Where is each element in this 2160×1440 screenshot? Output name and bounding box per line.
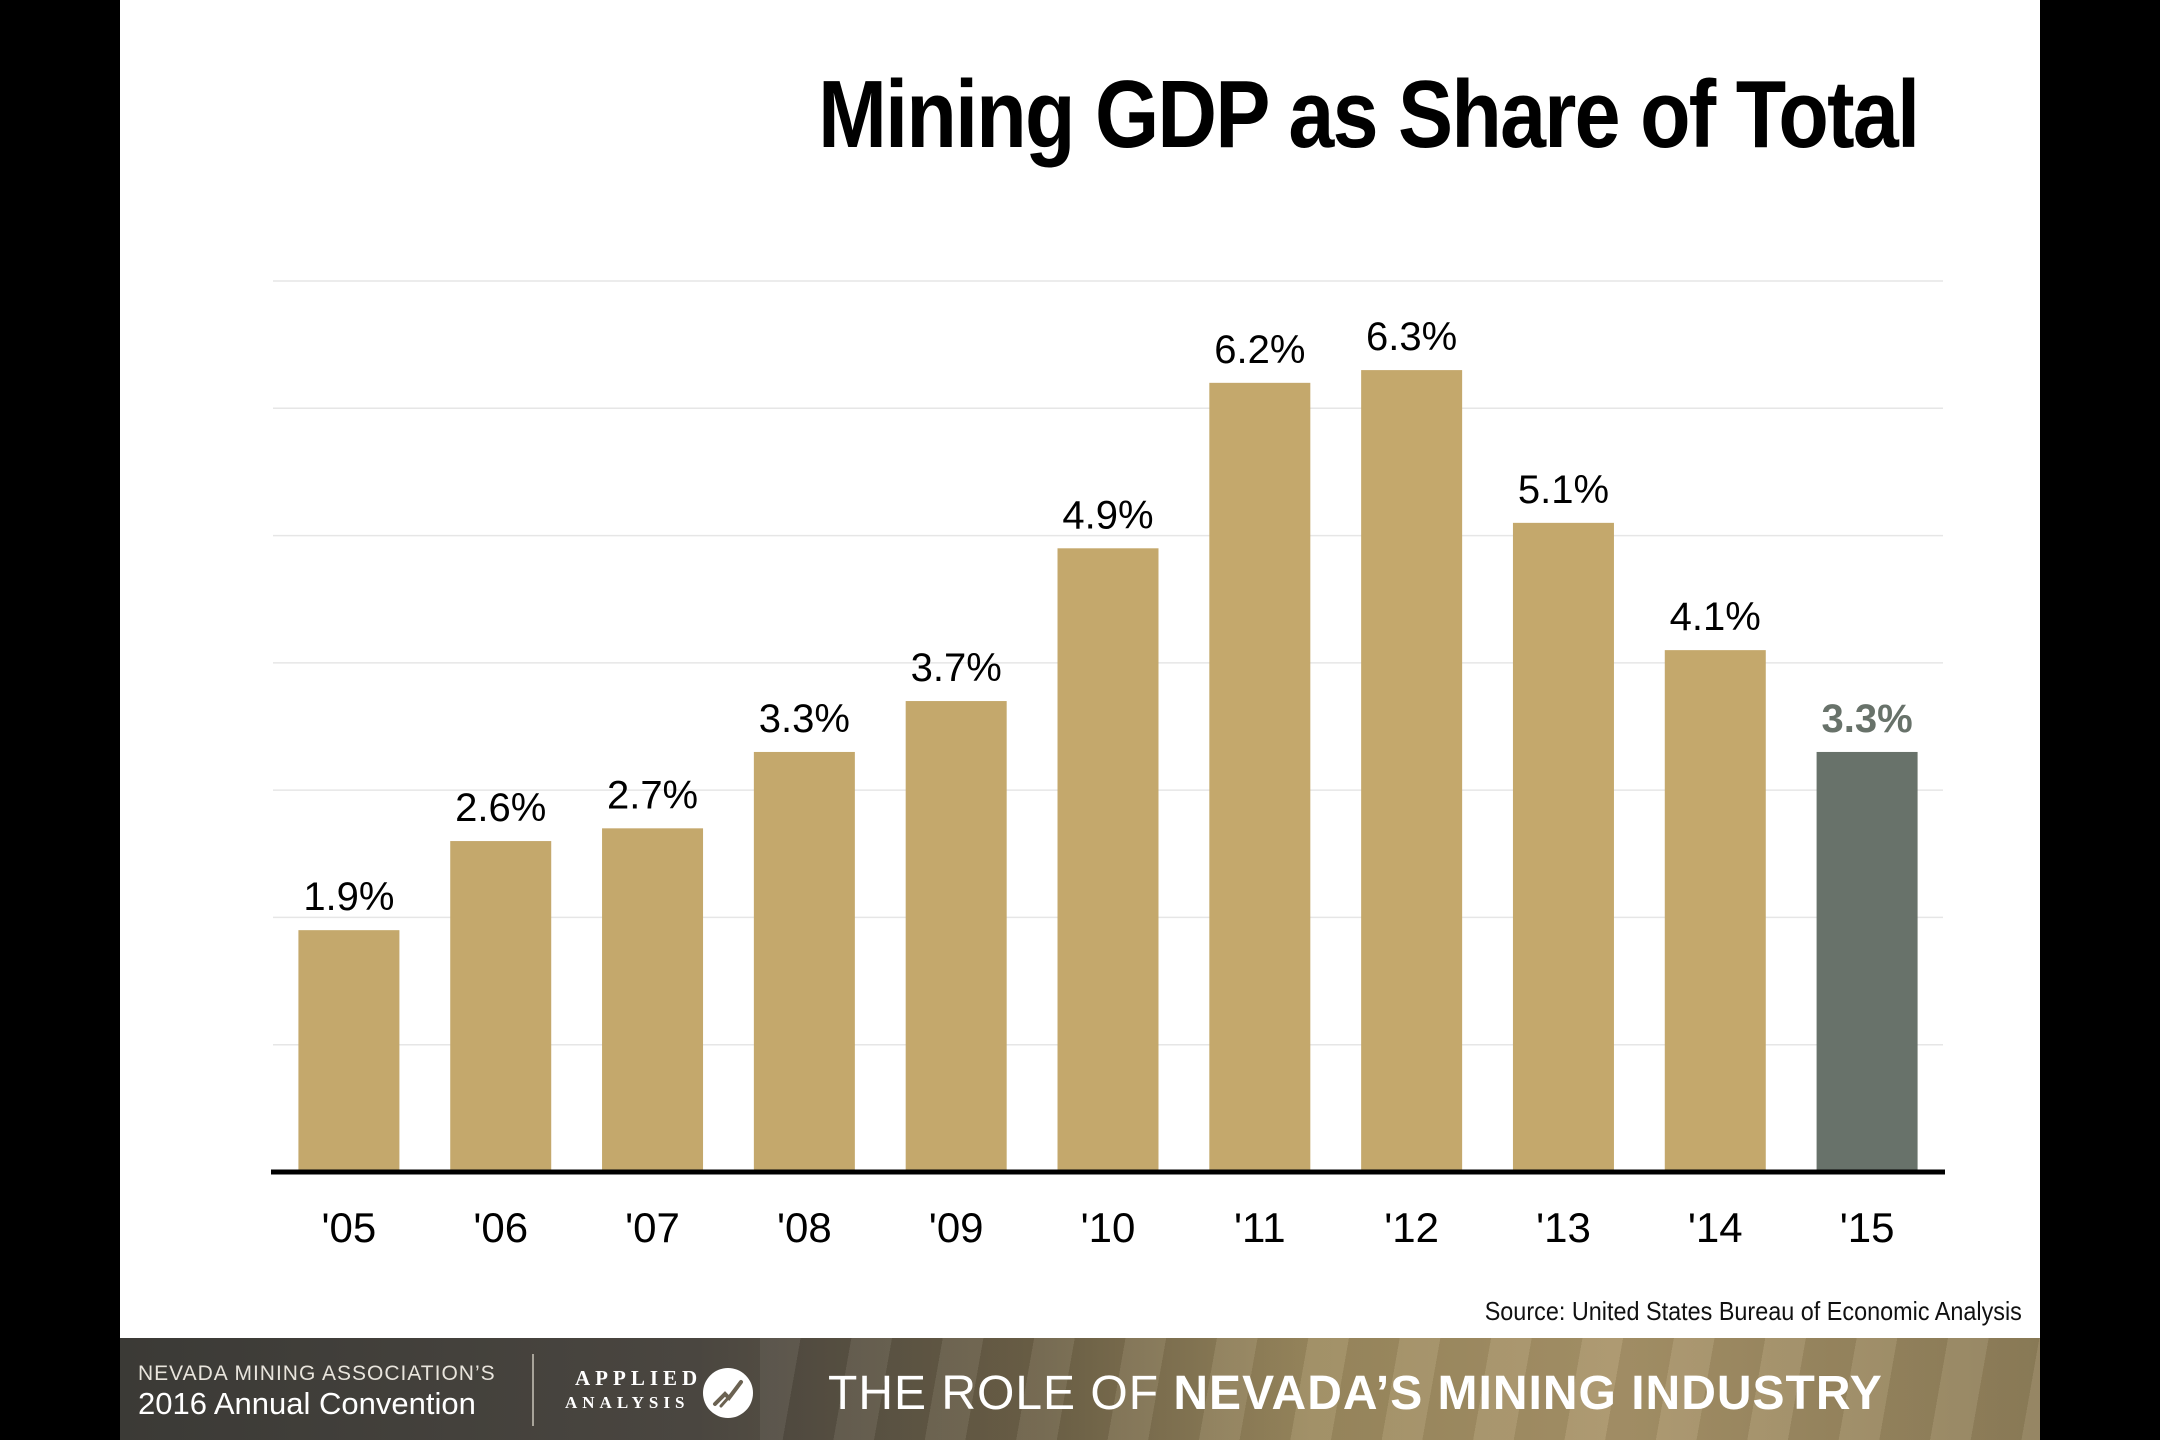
data-label-7: 6.3% [1366, 315, 1457, 359]
x-tick-label-5: '10 [1081, 1204, 1136, 1251]
bar-1 [450, 841, 552, 1172]
x-tick-label-4: '09 [929, 1204, 984, 1251]
x-tick-label-7: '12 [1384, 1204, 1439, 1251]
logo-text-top: APPLIED [575, 1366, 703, 1390]
data-label-8: 5.1% [1518, 468, 1609, 512]
footer-banner: NEVADA MINING ASSOCIATION’S 2016 Annual … [120, 1338, 2040, 1440]
data-label-2: 2.7% [607, 773, 698, 817]
bar-10 [1816, 751, 1918, 1172]
footer-divider [532, 1354, 534, 1426]
data-label-1: 2.6% [455, 786, 546, 830]
bar-chart: 1.9% '05 2.6% '06 2.7% '07 3.3% '08 3.7% '09 4.9% '… [271, 280, 1945, 1251]
data-label-0: 1.9% [303, 875, 394, 919]
data-label-10: 3.3% [1822, 697, 1913, 741]
data-label-9: 4.1% [1670, 595, 1761, 639]
x-tick-label-10: '15 [1840, 1204, 1895, 1251]
x-tick-label-6: '11 [1234, 1204, 1286, 1251]
tagline: THE ROLE OF NEVADA’S MINING INDUSTRY [828, 1366, 1883, 1421]
bar-8 [1512, 522, 1614, 1172]
bar-2 [602, 828, 704, 1172]
applied-analysis-logo-icon [703, 1368, 753, 1418]
logo-text-bottom: ANALYSIS [565, 1393, 690, 1412]
x-tick-label-1: '06 [473, 1204, 528, 1251]
x-tick-label-3: '08 [777, 1204, 832, 1251]
association-name: NEVADA MINING ASSOCIATION’S [138, 1362, 496, 1385]
bar-3 [753, 751, 855, 1172]
convention-name: 2016 Annual Convention [138, 1386, 476, 1421]
data-label-3: 3.3% [759, 697, 850, 741]
source-note: Source: United States Bureau of Economic… [1484, 1296, 2022, 1326]
x-tick-label-8: '13 [1536, 1204, 1591, 1251]
footer-background-image [760, 1338, 2040, 1440]
bar-6 [1209, 382, 1311, 1172]
tagline-prefix: THE ROLE OF [828, 1367, 1160, 1420]
data-label-5: 4.9% [1062, 493, 1153, 537]
bar-4 [905, 701, 1007, 1172]
bar-0 [298, 930, 400, 1172]
data-label-4: 3.7% [911, 646, 1002, 690]
bar-9 [1664, 650, 1766, 1172]
bar-5 [1057, 548, 1159, 1172]
x-tick-label-0: '05 [322, 1204, 377, 1251]
chart-title: Mining GDP as Share of Total [817, 61, 1920, 168]
bar-7 [1361, 370, 1463, 1173]
x-tick-label-9: '14 [1688, 1204, 1743, 1251]
x-tick-label-2: '07 [625, 1204, 680, 1251]
slide: Mining GDP as Share of Total 1.9% '05 2.6%… [120, 0, 2040, 1440]
data-label-6: 6.2% [1214, 328, 1305, 372]
tagline-emphasis: NEVADA’S MINING INDUSTRY [1173, 1367, 1883, 1420]
